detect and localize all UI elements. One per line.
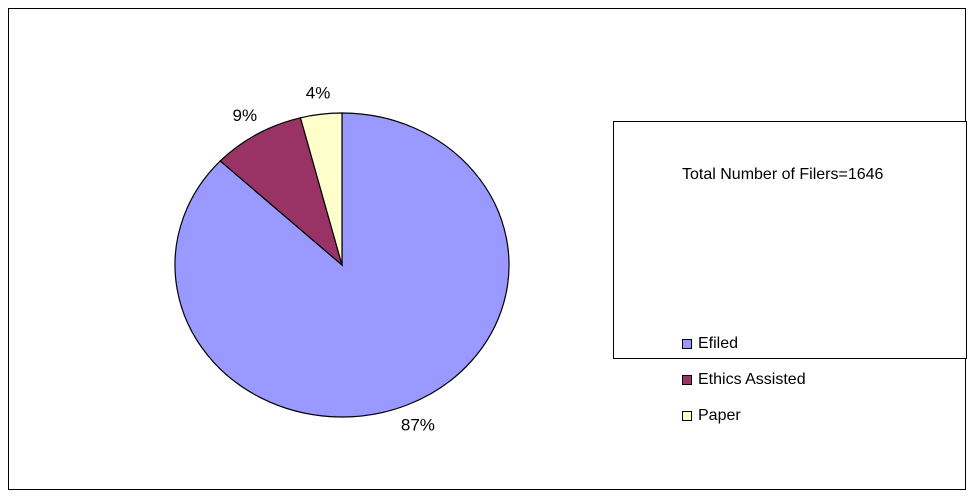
legend: Total Number of Filers=1646 Efiled Ethic… [613, 121, 967, 424]
legend-title: Total Number of Filers=1646 [682, 166, 884, 183]
chart-frame: 87% 9% 4% Total Number of Filers=1646 Efil… [8, 8, 967, 490]
legend-label-efiled: Efiled [698, 335, 739, 352]
pie-slice-ethics-assisted [219, 117, 344, 267]
legend-label-ethics-assisted: Ethics Assisted [698, 371, 806, 388]
pie-slice-paper [299, 112, 343, 266]
legend-item-efiled: Efiled [682, 334, 738, 354]
legend-item-paper: Paper [682, 406, 741, 426]
pie-label-paper: 4% [306, 83, 331, 102]
pie-label-efiled: 87% [401, 416, 435, 435]
legend-item-ethics-assisted: Ethics Assisted [682, 370, 806, 390]
legend-swatch-ethics-assisted [682, 375, 692, 385]
pie-label-ethics-assisted: 9% [233, 106, 258, 125]
pie-chart: 87% 9% 4% [174, 83, 510, 435]
legend-swatch-efiled [682, 339, 692, 349]
legend-swatch-paper [682, 411, 692, 421]
legend-label-paper: Paper [698, 407, 741, 424]
